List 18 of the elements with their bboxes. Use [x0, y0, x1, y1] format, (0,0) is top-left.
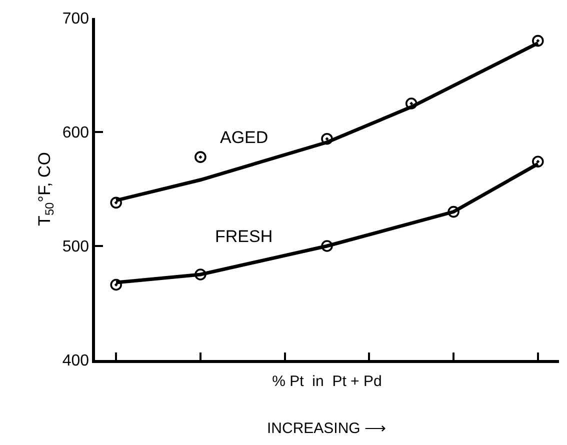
- point: [405, 98, 418, 110]
- y-tick-label: 400: [62, 352, 90, 370]
- point: [532, 156, 544, 168]
- point: [110, 196, 122, 209]
- text: INCREASING ⟶: [267, 420, 387, 437]
- point: [321, 240, 333, 252]
- y-tick-label: 700: [62, 10, 90, 28]
- point: [110, 278, 122, 291]
- x-axis-title: % Pt in Pt + Pd: [272, 373, 382, 390]
- point: [448, 206, 460, 218]
- point: [532, 34, 544, 47]
- series-label: AGED: [220, 128, 268, 147]
- series-label: FRESH: [215, 227, 273, 246]
- point: [321, 132, 333, 145]
- y-tick-label: 600: [62, 124, 90, 142]
- y-tick-label: 500: [62, 238, 90, 256]
- point: [194, 268, 206, 280]
- point: [194, 151, 206, 163]
